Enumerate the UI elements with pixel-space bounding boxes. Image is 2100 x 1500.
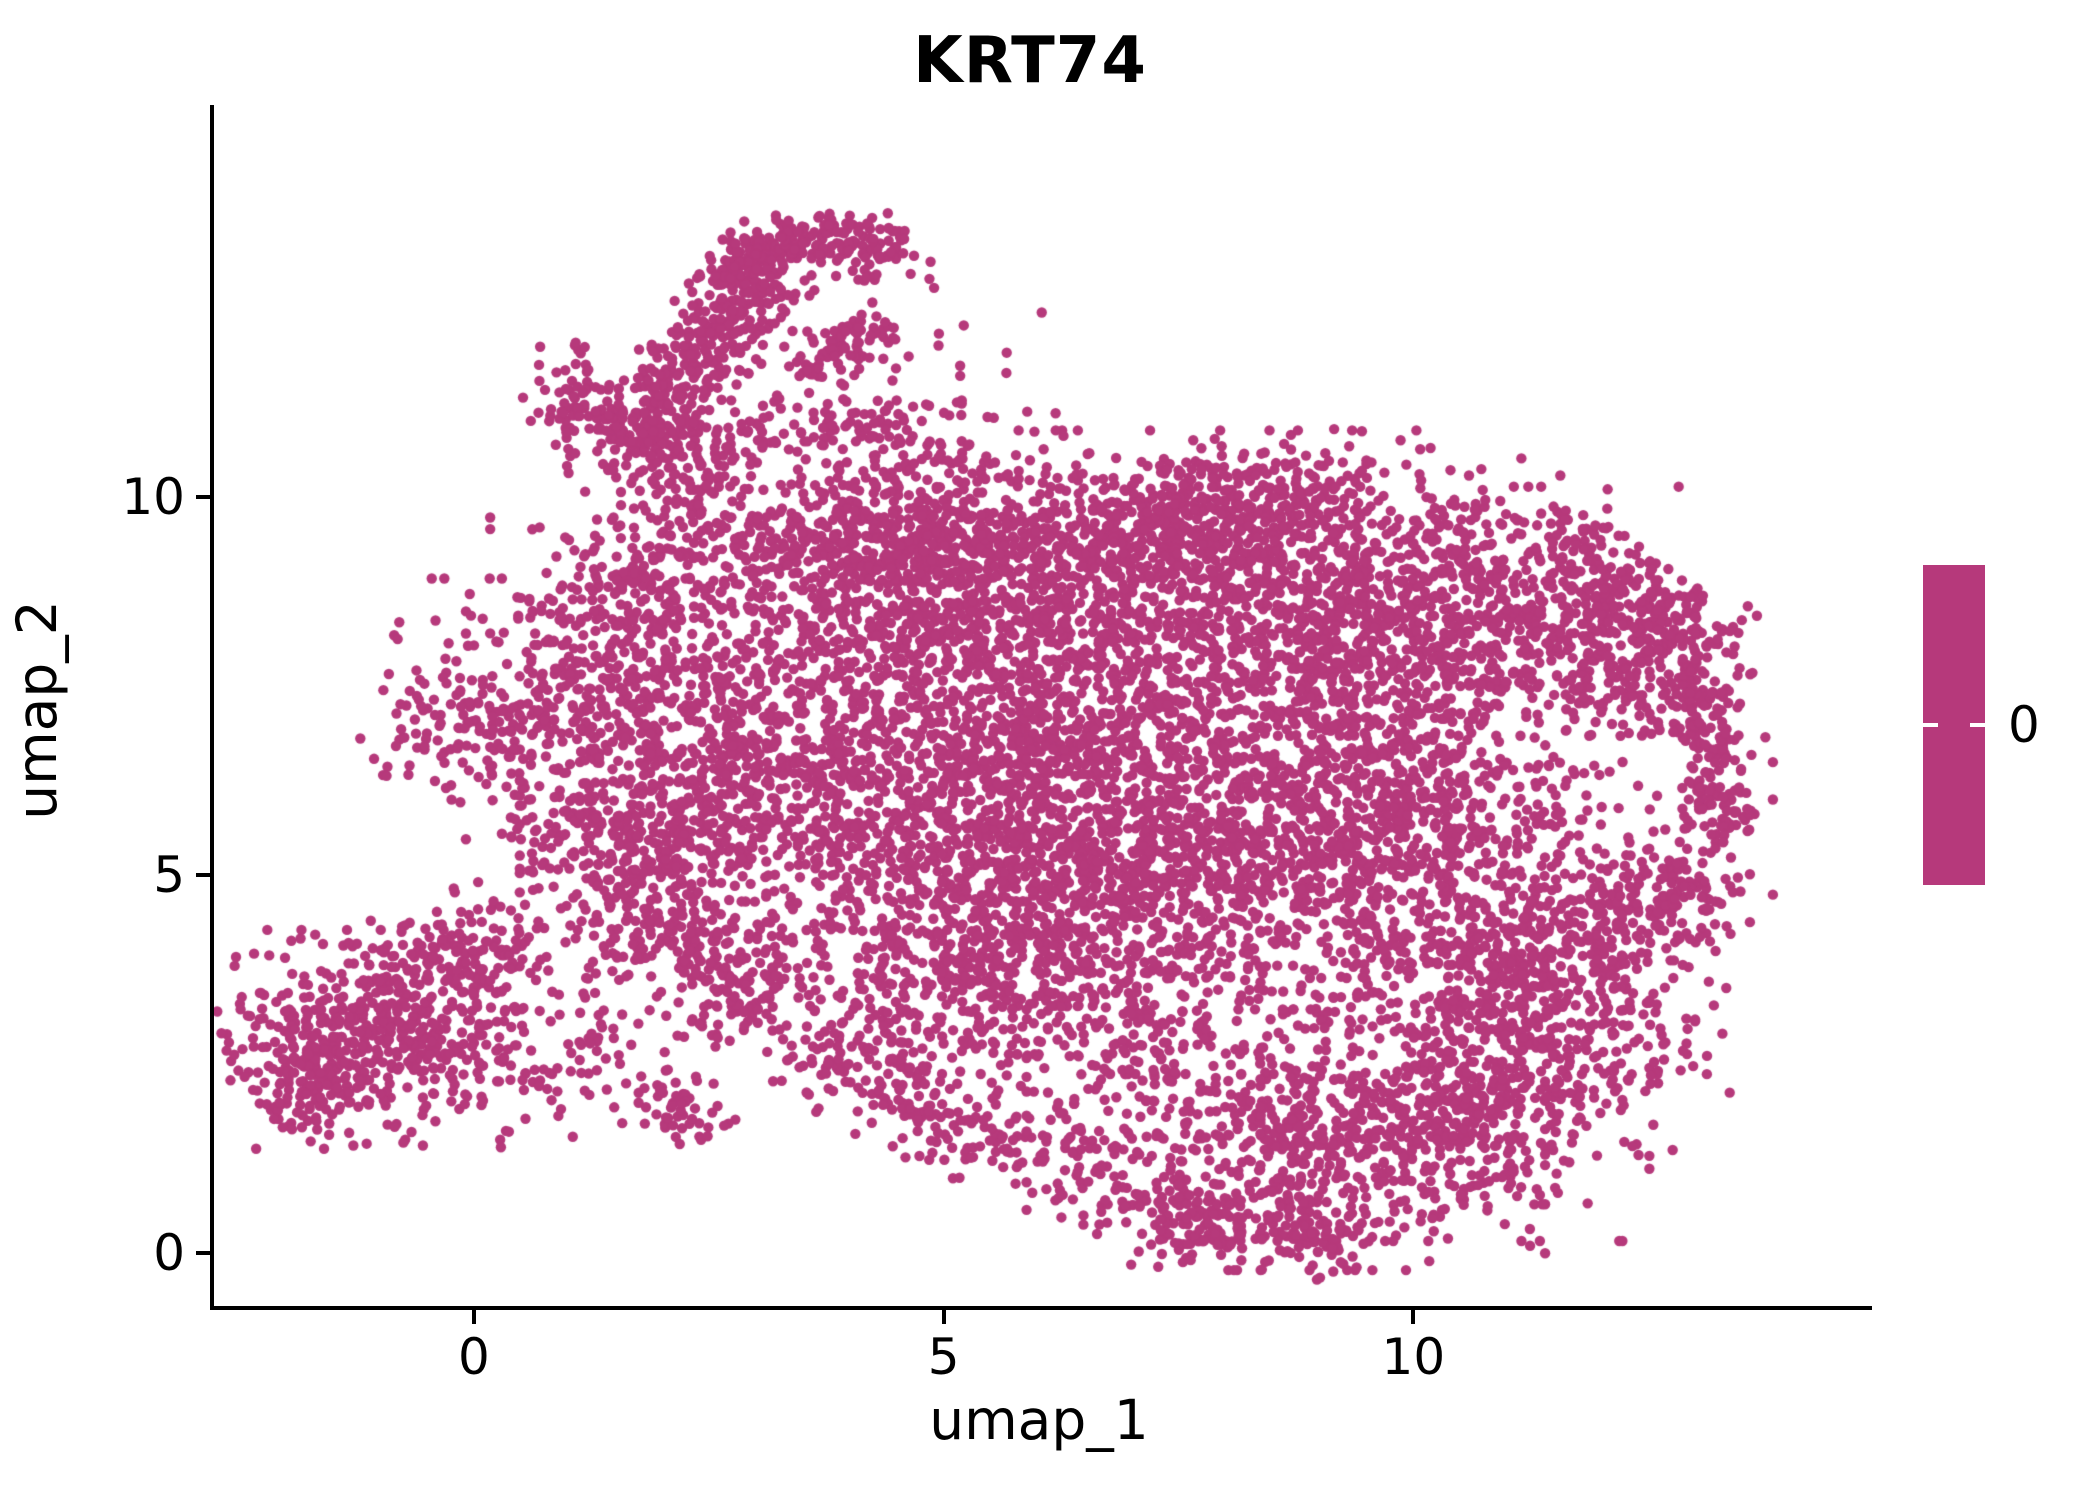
colorbar-gradient (1923, 565, 1985, 885)
x-tick-label: 0 (458, 1328, 490, 1386)
colorbar-tick-label: 0 (2008, 696, 2040, 754)
y-tick-mark (196, 873, 210, 878)
colorbar-tick-mark-right (1970, 723, 1985, 727)
y-tick-label: 0 (153, 1224, 185, 1283)
y-tick-label: 10 (121, 468, 185, 527)
y-tick-mark (196, 495, 210, 500)
plot-title: KRT74 (913, 24, 1147, 98)
x-axis-label: umap_1 (929, 1388, 1149, 1452)
y-tick-mark (196, 1251, 210, 1256)
y-axis-label: umap_2 (5, 600, 69, 820)
colorbar-tick-mark-left (1923, 723, 1938, 727)
x-tick-label: 5 (927, 1328, 960, 1386)
x-tick-mark (1411, 1310, 1416, 1324)
y-tick-label: 5 (153, 846, 185, 905)
x-tick-mark (941, 1310, 946, 1324)
umap-scatter-points (214, 105, 1872, 1306)
x-tick-mark (471, 1310, 476, 1324)
plot-panel (210, 105, 1872, 1310)
x-tick-label: 10 (1381, 1328, 1446, 1386)
